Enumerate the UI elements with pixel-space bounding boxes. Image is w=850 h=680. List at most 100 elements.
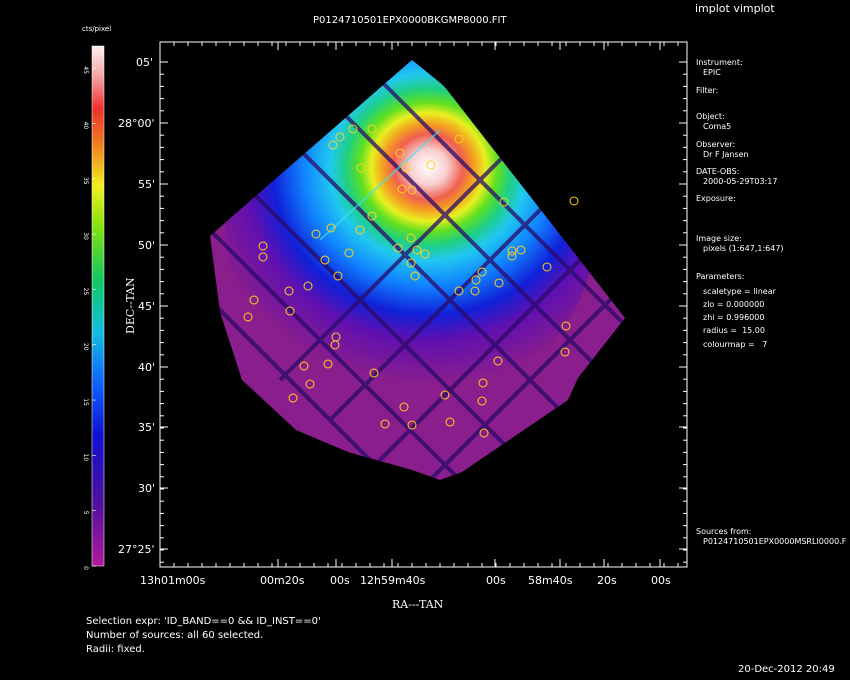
source-circle xyxy=(320,255,330,265)
source-circle xyxy=(249,295,259,305)
source-circle xyxy=(305,379,315,389)
param-radius: radius = 15.00 xyxy=(703,326,765,335)
source-circle xyxy=(356,163,366,173)
source-circle xyxy=(395,148,405,158)
sources-label: Sources from: xyxy=(696,527,752,536)
source-circle xyxy=(393,243,403,253)
dec-tick-label: 30' xyxy=(138,482,156,495)
radii-mode: Radii: fixed. xyxy=(86,644,145,655)
source-circle xyxy=(369,368,379,378)
colorbar-tick-label: 45 xyxy=(82,66,89,74)
source-circle xyxy=(410,271,420,281)
source-circle xyxy=(470,286,480,296)
source-circle xyxy=(401,163,411,173)
colorbar-tick-label: 10 xyxy=(82,454,89,462)
source-circle xyxy=(412,245,422,255)
source-circle xyxy=(258,241,268,251)
colorbar-gradient xyxy=(91,45,105,567)
dec-tick-label: 50' xyxy=(138,239,156,252)
ra-tick-label: 20s xyxy=(597,574,617,587)
dec-tick-label: 27°25' xyxy=(118,543,155,556)
image-title: P0124710501EPX0000BKGMP8000.FIT xyxy=(313,15,507,26)
ra-tick-label: 00m20s xyxy=(260,574,305,587)
source-circle xyxy=(542,262,552,272)
source-circle xyxy=(479,428,489,438)
observer-label: Observer: xyxy=(696,140,736,149)
ra-tick-label: 00s xyxy=(651,574,671,587)
colorbar-tick-label: 20 xyxy=(82,343,89,351)
source-circle xyxy=(406,258,416,268)
param-zlo: zlo = 0.000000 xyxy=(703,300,765,309)
dec-tick-label: 05' xyxy=(136,56,154,69)
source-circle xyxy=(355,225,365,235)
colorbar-tick-label: 0 xyxy=(82,566,89,570)
ra-tick-label: 00s xyxy=(486,574,506,587)
source-circle xyxy=(344,248,354,258)
source-circle xyxy=(288,393,298,403)
source-circle xyxy=(333,271,343,281)
colorbar-tick-label: 25 xyxy=(82,288,89,296)
source-circle xyxy=(311,229,321,239)
source-circle xyxy=(399,402,409,412)
source-circle xyxy=(454,286,464,296)
source-circle xyxy=(348,124,358,134)
source-circle xyxy=(367,124,377,134)
source-circle xyxy=(493,356,503,366)
source-circle xyxy=(445,417,455,427)
sources-file: P0124710501EPX0000MSRLI0000.F xyxy=(703,537,847,546)
source-circle xyxy=(561,321,571,331)
instrument-value: EPIC xyxy=(703,68,721,77)
filter-label: Filter: xyxy=(696,86,719,95)
colorbar-tick-label: 40 xyxy=(82,122,89,130)
source-circle xyxy=(303,281,313,291)
y-axis-label: DEC--TAN xyxy=(124,277,137,334)
dec-tick-label: 28°00' xyxy=(118,117,155,130)
colorbar-tick-label: 15 xyxy=(82,398,89,406)
app-title: implot vimplot xyxy=(695,2,775,15)
source-circle xyxy=(284,286,294,296)
source-circle xyxy=(299,361,309,371)
ra-tick-label: 00s xyxy=(330,574,350,587)
ra-tick-label: 12h59m40s xyxy=(360,574,426,587)
source-circle xyxy=(367,211,377,221)
source-circle xyxy=(258,252,268,262)
source-circle xyxy=(477,267,487,277)
source-circle xyxy=(560,347,570,357)
observer-value: Dr F Jansen xyxy=(703,150,749,159)
chip-gap xyxy=(210,198,522,480)
colorbar-tick-label: 30 xyxy=(82,232,89,240)
param-zhi: zhi = 0.996000 xyxy=(703,313,765,322)
source-markers xyxy=(243,124,579,438)
chip-gap xyxy=(378,78,625,392)
object-label: Object: xyxy=(696,112,725,121)
ra-tick-label: 58m40s xyxy=(528,574,573,587)
colorbar-tick-label: 5 xyxy=(82,511,89,515)
colorbar-tick-label: 35 xyxy=(82,177,89,185)
source-circle xyxy=(407,185,417,195)
source-circle xyxy=(477,396,487,406)
source-circle xyxy=(569,196,579,206)
source-circle xyxy=(471,275,481,285)
source-circle xyxy=(380,419,390,429)
source-circle xyxy=(420,249,430,259)
source-circle xyxy=(440,390,450,400)
parameters-label: Parameters: xyxy=(696,272,745,281)
source-circle xyxy=(397,184,407,194)
source-circle xyxy=(407,420,417,430)
ra-tick-label: 13h01m00s xyxy=(140,574,206,587)
x-axis-label: RA---TAN xyxy=(392,598,444,611)
selection-expression: Selection expr: 'ID_BAND==0 && ID_INST==… xyxy=(86,616,321,627)
source-circle xyxy=(323,359,333,369)
chip-gap xyxy=(210,138,622,480)
param-scaletype: scaletype = linear xyxy=(703,287,776,296)
image-size-value: pixels (1:647,1:647) xyxy=(703,244,784,253)
source-circle xyxy=(516,245,526,255)
dec-tick-label: 55' xyxy=(138,178,156,191)
source-circle xyxy=(406,233,416,243)
dec-tick-label: 45' xyxy=(138,300,156,313)
object-value: Coma5 xyxy=(703,122,732,131)
source-circle xyxy=(454,134,464,144)
source-circle xyxy=(507,251,517,261)
